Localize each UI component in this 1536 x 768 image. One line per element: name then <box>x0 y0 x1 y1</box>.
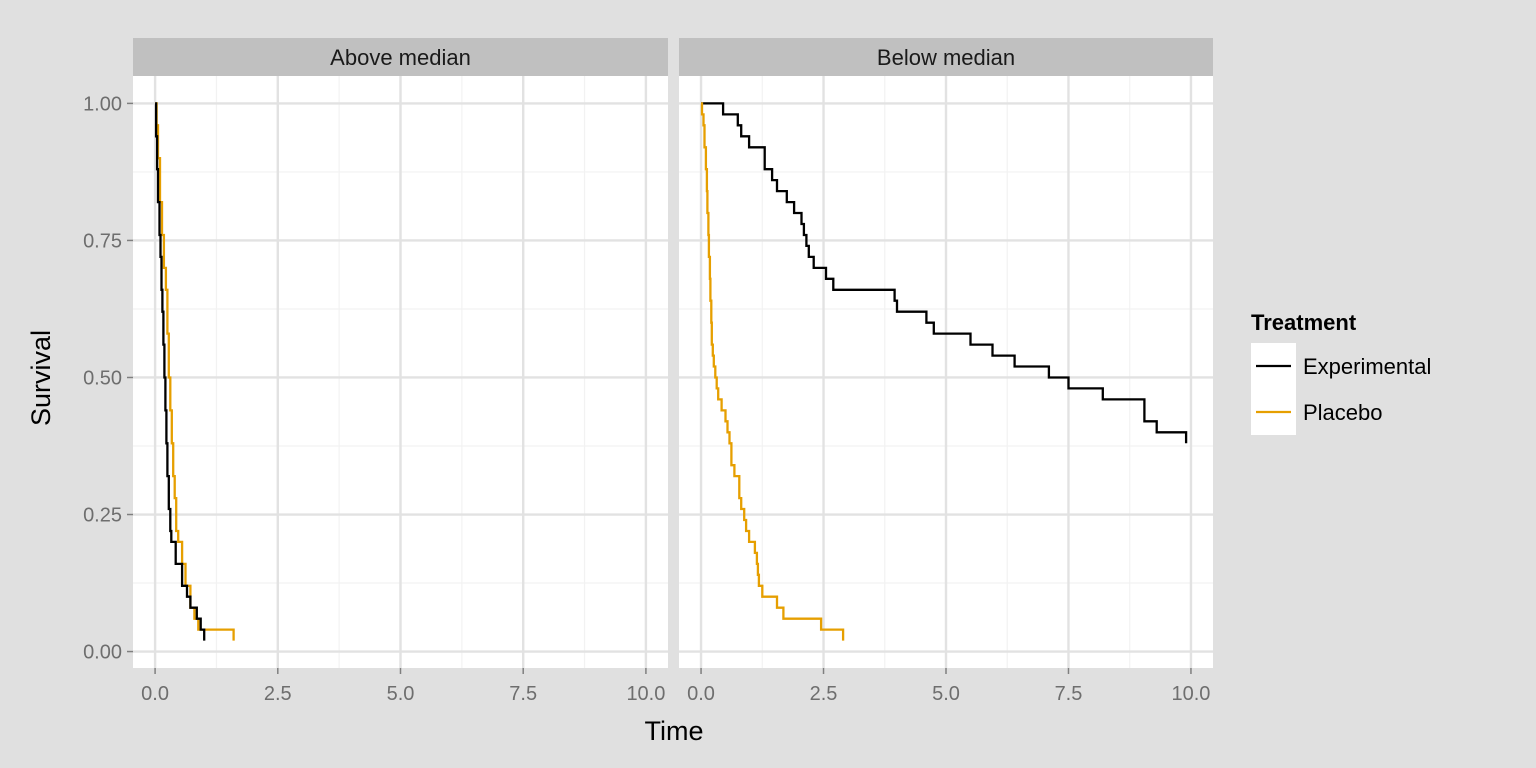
x-tick-label: 10.0 <box>626 683 665 705</box>
facet-panel: Above median 0.0 2.5 5.0 7.5 10.0 0.00 0.25 0.50… <box>83 38 668 705</box>
axes: Time Survival <box>26 330 704 746</box>
survival-curve-placebo <box>700 102 845 641</box>
legend-title: Treatment <box>1251 310 1357 335</box>
x-tick-label: 2.5 <box>810 683 838 705</box>
x-tick-label: 0.0 <box>141 683 169 705</box>
survival-curve-experimental <box>154 102 206 641</box>
x-tick-label: 10.0 <box>1171 683 1210 705</box>
x-tick-label: 0.0 <box>687 683 715 705</box>
y-axis-title: Survival <box>26 330 56 426</box>
x-axis-title: Time <box>645 716 704 746</box>
y-tick-label: 0.75 <box>83 230 122 252</box>
facet-strip-label: Below median <box>877 45 1015 70</box>
x-tick-label: 7.5 <box>1055 683 1083 705</box>
x-tick-label: 5.0 <box>932 683 960 705</box>
survival-curve-placebo <box>155 102 235 641</box>
legend-label-placebo: Placebo <box>1303 400 1383 425</box>
facet-strip <box>679 38 1213 76</box>
y-tick-label: 1.00 <box>83 93 122 115</box>
survival-curve-experimental <box>701 102 1188 444</box>
y-tick-label: 0.25 <box>83 505 122 527</box>
facet-strip-label: Above median <box>330 45 471 70</box>
y-tick-label: 0.00 <box>83 642 122 664</box>
legend-label-experimental: Experimental <box>1303 354 1431 379</box>
legend: Treatment Experimental Placebo <box>1251 310 1431 435</box>
legend-key-box <box>1251 343 1296 435</box>
x-tick-label: 7.5 <box>509 683 537 705</box>
x-tick-label: 5.0 <box>387 683 415 705</box>
x-tick-label: 2.5 <box>264 683 292 705</box>
y-tick-label: 0.50 <box>83 367 122 389</box>
facet-panel: Below median 0.0 2.5 5.0 7.5 10.0 <box>679 38 1213 705</box>
facet-panels: Above median 0.0 2.5 5.0 7.5 10.0 0.00 0.25 0.50… <box>83 38 1213 705</box>
facet-strip <box>133 38 668 76</box>
